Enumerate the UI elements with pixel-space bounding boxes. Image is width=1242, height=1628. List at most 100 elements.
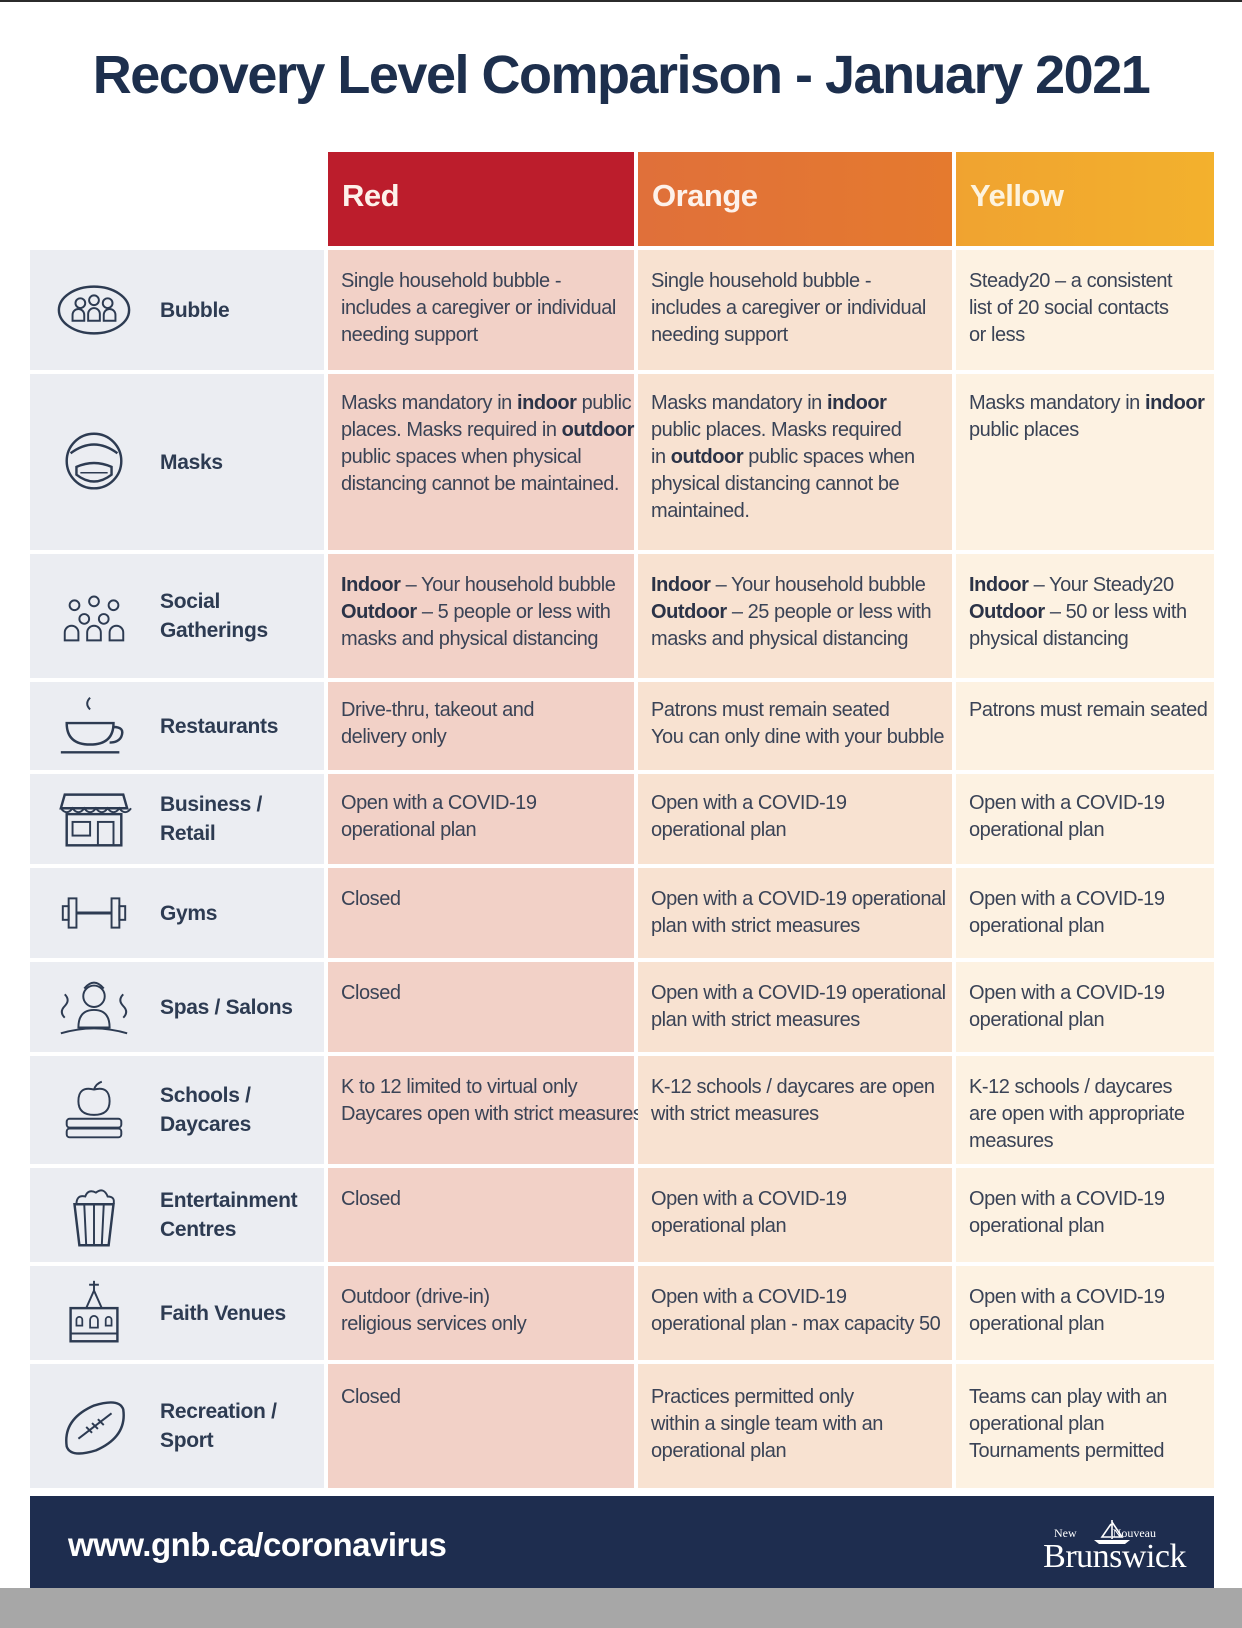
cell-text: Masks mandatory in indoor public places. … — [341, 390, 634, 498]
text-line: plan with strict measures — [651, 1007, 946, 1034]
bold-text: Outdoor — [651, 601, 727, 623]
header-yellow: Yellow — [956, 152, 1214, 246]
cell-red-schools-daycares: K to 12 limited to virtual only Daycares … — [328, 1056, 643, 1164]
cell-text: Open with a COVID-19 operational plan - m… — [651, 1284, 946, 1338]
text-segment: Masks mandatory in — [651, 392, 827, 414]
text-segment: K-12 schools / daycares are open — [651, 1076, 935, 1098]
text-segment: – 5 people or less with — [416, 601, 611, 623]
text-line: with strict measures — [651, 1101, 946, 1128]
cell-text: Closed — [341, 886, 628, 913]
cell-orange-bubble: Single household bubble - includes a care… — [638, 250, 952, 370]
cell-yellow-spas-salons: Open with a COVID-19 operational plan — [956, 962, 1214, 1052]
dumbbell-icon — [44, 868, 144, 958]
cell-text: Closed — [341, 1186, 628, 1213]
row-label-schools-daycares: Schools / Daycares — [30, 1056, 324, 1164]
text-line: includes a caregiver or individual — [341, 295, 628, 322]
text-line: operational plan - max capacity 50 — [651, 1311, 946, 1338]
text-segment: K to 12 limited to virtual only — [341, 1076, 578, 1098]
page-title: Recovery Level Comparison - January 2021 — [92, 45, 1151, 105]
text-segment: – Your household bubble — [400, 574, 616, 596]
text-line: measures — [969, 1128, 1208, 1155]
cell-text: Open with a COVID-19 operational plan — [341, 790, 628, 844]
cell-orange-gyms: Open with a COVID-19 operational plan wit… — [638, 868, 952, 958]
text-line: operational plan — [969, 817, 1208, 844]
cell-text: Practices permitted only within a single … — [651, 1384, 946, 1465]
cell-text: K to 12 limited to virtual only Daycares … — [341, 1074, 643, 1128]
bold-text: Indoor — [969, 574, 1029, 596]
category-label-line: Centres — [160, 1218, 237, 1241]
text-line: masks and physical distancing — [341, 626, 628, 653]
row-label-spas-salons: Spas / Salons — [30, 962, 324, 1052]
cell-red-gyms: Closed — [328, 868, 634, 958]
category-label: Spas / Salons — [160, 993, 320, 1022]
cell-text: Open with a COVID-19 operational plan — [651, 790, 946, 844]
cell-text: Masks mandatory in indoor public places — [969, 390, 1208, 444]
text-segment: Single household bubble - — [341, 270, 562, 292]
text-line: You can only dine with your bubble — [651, 724, 946, 751]
text-segment: operational plan — [651, 1215, 787, 1237]
text-line: Patrons must remain seated — [651, 697, 946, 724]
logo-small-text: New Nouveau — [1054, 1526, 1156, 1541]
text-segment: Open with a COVID-19 operational — [651, 888, 946, 910]
text-segment: Patrons must remain seated — [969, 699, 1208, 721]
cell-yellow-recreation-sport: Teams can play with an operational plan To… — [956, 1364, 1214, 1488]
text-segment: operational plan — [969, 1215, 1105, 1237]
cell-text: Indoor – Your household bubble Outdoor – … — [341, 572, 628, 653]
logo-name: Brunswick — [1043, 1538, 1186, 1575]
cell-red-social-gatherings: Indoor – Your household bubble Outdoor – … — [328, 554, 634, 678]
text-segment: – 50 or less with — [1044, 601, 1187, 623]
text-line: Single household bubble - — [651, 268, 946, 295]
text-line: needing support — [651, 322, 946, 349]
bold-text: indoor — [516, 392, 577, 414]
text-line: Tournaments permitted — [969, 1438, 1208, 1465]
text-line: operational plan — [651, 1438, 946, 1465]
text-segment: operational plan — [651, 1440, 787, 1462]
cell-orange-schools-daycares: K-12 schools / daycares are open with str… — [638, 1056, 952, 1164]
text-line: public places. Masks required — [651, 417, 946, 444]
text-segment: in — [651, 446, 671, 468]
text-line: list of 20 social contacts — [969, 295, 1208, 322]
text-segment: public places — [969, 419, 1079, 441]
text-segment: Open with a COVID-19 — [969, 792, 1165, 814]
text-segment: religious services only — [341, 1313, 527, 1335]
category-label-line: Business / — [160, 793, 263, 816]
text-segment: operational plan — [969, 1313, 1105, 1335]
text-segment: Open with a COVID-19 — [651, 1188, 847, 1210]
text-segment: K-12 schools / daycares — [969, 1076, 1173, 1098]
cell-red-spas-salons: Closed — [328, 962, 634, 1052]
bold-text: outdoor — [561, 419, 635, 441]
cell-orange-recreation-sport: Practices permitted only within a single … — [638, 1364, 952, 1488]
text-line: operational plan — [651, 1213, 946, 1240]
category-label-line: Recreation / — [160, 1400, 277, 1423]
website-link[interactable]: www.gnb.ca/coronavirus — [68, 1526, 447, 1563]
text-segment: public places. Masks required — [651, 419, 902, 441]
text-line: Patrons must remain seated — [969, 697, 1208, 724]
text-line: Open with a COVID-19 — [969, 1284, 1208, 1311]
text-line: Outdoor (drive-in) — [341, 1284, 628, 1311]
text-line: Drive-thru, takeout and — [341, 697, 628, 724]
apple-books-icon — [44, 1056, 144, 1164]
text-segment: – 25 people or less with — [726, 601, 932, 623]
cell-yellow-social-gatherings: Indoor – Your Steady20 Outdoor – 50 or le… — [956, 554, 1214, 678]
category-label-line: Sport — [160, 1429, 214, 1452]
category-label-line: Social — [160, 590, 221, 613]
text-segment: needing support — [651, 324, 788, 346]
text-line: Open with a COVID-19 — [969, 1186, 1208, 1213]
text-segment: Masks mandatory in — [969, 392, 1145, 414]
category-label: Restaurants — [160, 712, 320, 741]
row-label-entertainment-centres: Entertainment Centres — [30, 1168, 324, 1262]
cell-text: Drive-thru, takeout and delivery only — [341, 697, 628, 751]
text-line: Closed — [341, 980, 628, 1007]
bold-text: Outdoor — [969, 601, 1045, 623]
text-line: Open with a COVID-19 — [651, 790, 946, 817]
bold-text: Indoor — [341, 574, 401, 596]
cell-yellow-entertainment-centres: Open with a COVID-19 operational plan — [956, 1168, 1214, 1262]
cell-red-restaurants: Drive-thru, takeout and delivery only — [328, 682, 634, 770]
text-segment: needing support — [341, 324, 478, 346]
face-mask-icon — [44, 374, 144, 550]
cell-text: Open with a COVID-19 operational plan — [969, 1284, 1208, 1338]
ship-icon — [1094, 1520, 1130, 1544]
text-segment: – Your Steady20 — [1028, 574, 1175, 596]
text-line: K-12 schools / daycares — [969, 1074, 1208, 1101]
category-label: Schools / Daycares — [160, 1081, 320, 1139]
